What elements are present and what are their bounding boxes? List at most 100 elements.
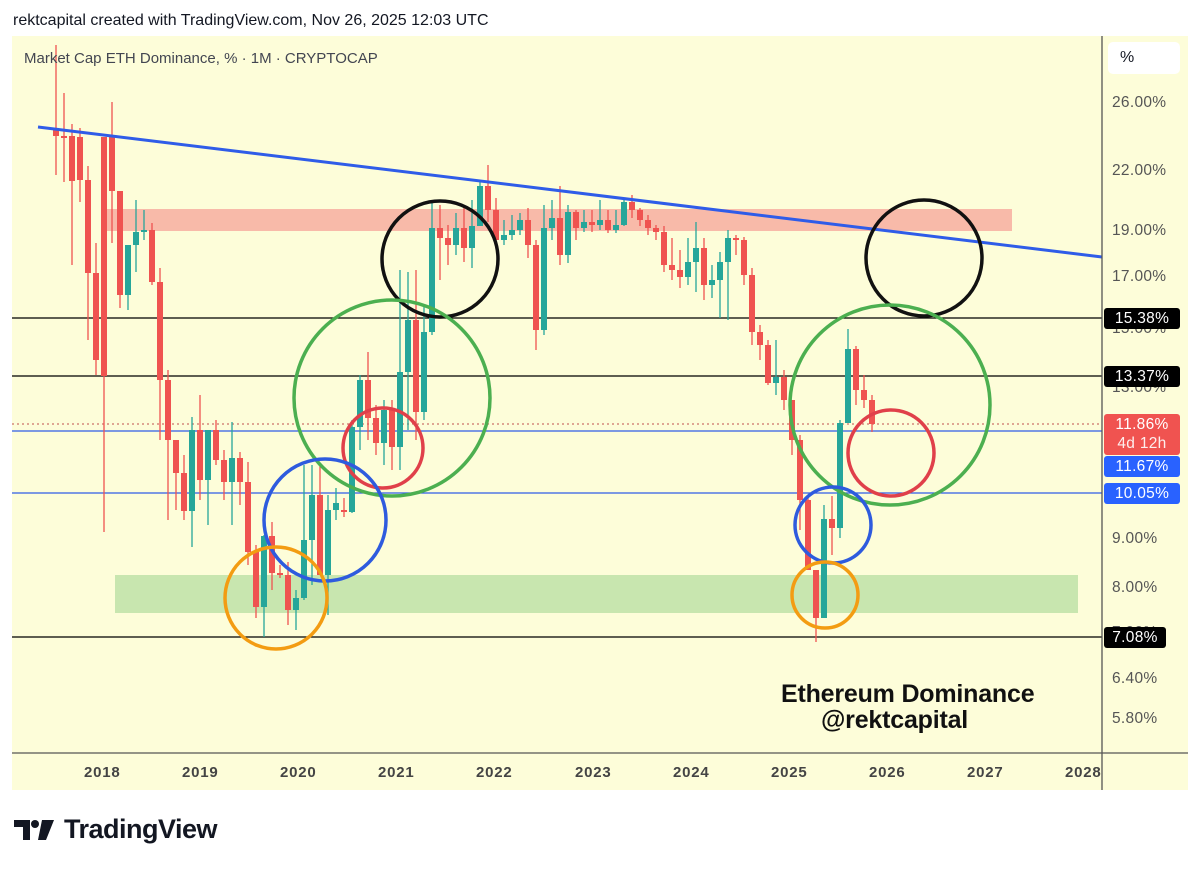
candle[interactable] [645,220,651,228]
candle[interactable] [205,430,211,480]
candle[interactable] [53,128,59,136]
black-circle-drawing[interactable] [380,199,500,319]
candle[interactable] [861,390,867,400]
candle[interactable] [469,226,475,248]
candle[interactable] [781,377,787,400]
candle[interactable] [277,573,283,575]
candle[interactable] [293,598,299,610]
candle[interactable] [109,137,115,191]
candle[interactable] [389,410,395,447]
candle[interactable] [741,240,747,275]
candle[interactable] [453,228,459,245]
candle[interactable] [461,228,467,248]
candle[interactable] [533,245,539,330]
candlestick-series[interactable] [53,45,875,642]
orange-circle-drawing[interactable] [790,560,860,630]
candle[interactable] [605,220,611,230]
candle[interactable] [133,232,139,245]
red-circle-drawing[interactable] [341,406,425,490]
candle[interactable] [773,377,779,383]
candle[interactable] [637,210,643,220]
candle[interactable] [373,418,379,443]
candle[interactable] [157,282,163,380]
candle[interactable] [309,495,315,540]
candle[interactable] [261,536,267,607]
candle[interactable] [397,372,403,447]
candle[interactable] [661,232,667,265]
orange-circle-drawing[interactable] [223,545,329,651]
candle[interactable] [213,430,219,460]
candle[interactable] [541,228,547,330]
green-circle-drawing[interactable] [788,303,992,507]
candle[interactable] [485,186,491,210]
tradingview-logo[interactable]: TradingView [14,814,218,845]
candle[interactable] [693,248,699,262]
candle[interactable] [813,570,819,618]
candle[interactable] [757,332,763,345]
candle[interactable] [621,202,627,225]
candle[interactable] [525,220,531,245]
candle[interactable] [165,380,171,440]
candle[interactable] [125,245,131,295]
candle[interactable] [493,210,499,240]
candle[interactable] [797,440,803,500]
candle[interactable] [549,218,555,228]
candle[interactable] [405,320,411,372]
candle[interactable] [837,423,843,528]
candle[interactable] [733,238,739,240]
candle[interactable] [365,380,371,418]
candle[interactable] [117,191,123,295]
candle[interactable] [477,186,483,226]
candle[interactable] [429,228,435,332]
candle[interactable] [221,460,227,482]
candle[interactable] [413,320,419,412]
candle[interactable] [869,400,875,424]
candle[interactable] [805,500,811,570]
candle[interactable] [749,275,755,332]
candle[interactable] [141,230,147,232]
candle[interactable] [557,218,563,255]
candle[interactable] [501,235,507,240]
candle[interactable] [237,458,243,482]
candle[interactable] [269,536,275,573]
candle[interactable] [341,510,347,512]
candle[interactable] [301,540,307,598]
chart-pane[interactable] [12,36,1188,790]
candle[interactable] [629,202,635,210]
candle[interactable] [149,230,155,282]
candle[interactable] [285,575,291,610]
candle[interactable] [653,228,659,232]
candle[interactable] [845,349,851,423]
candle[interactable] [93,273,99,360]
descending-trendline[interactable] [37,125,1103,259]
candle[interactable] [709,280,715,285]
candle[interactable] [509,230,515,235]
candle[interactable] [821,519,827,618]
candle[interactable] [101,137,107,376]
candle[interactable] [685,262,691,277]
candle[interactable] [189,430,195,511]
candle[interactable] [565,212,571,255]
candle[interactable] [173,440,179,473]
candle[interactable] [357,380,363,427]
candle[interactable] [333,503,339,510]
red-circle-drawing[interactable] [846,408,936,498]
candle[interactable] [325,510,331,575]
candle[interactable] [197,430,203,480]
candle[interactable] [581,222,587,228]
candle[interactable] [229,458,235,482]
candle[interactable] [349,427,355,512]
candle[interactable] [613,225,619,230]
candle[interactable] [701,248,707,285]
candle[interactable] [61,136,67,138]
candle[interactable] [829,519,835,528]
candle[interactable] [421,332,427,412]
candle[interactable] [725,238,731,262]
candle[interactable] [437,228,443,238]
candle[interactable] [669,265,675,270]
candle[interactable] [717,262,723,280]
candle[interactable] [69,136,75,181]
candle[interactable] [589,222,595,225]
black-circle-drawing[interactable] [864,198,984,318]
candle[interactable] [253,552,259,607]
